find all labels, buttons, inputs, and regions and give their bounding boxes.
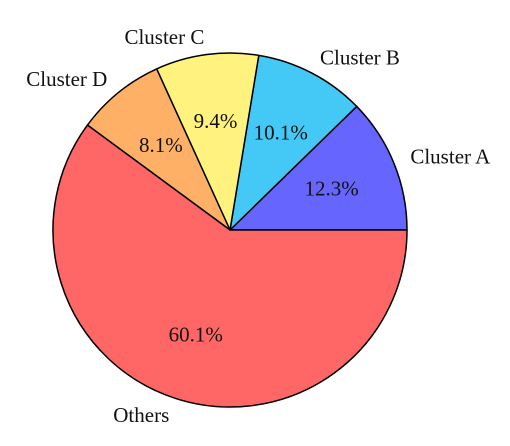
- pie-slice-cluster-d: [86, 68, 231, 231]
- pie-value-label: 10.1%: [254, 121, 308, 145]
- pie-category-label: Cluster A: [410, 145, 491, 169]
- pie-slice-others: [52, 124, 408, 408]
- pie-value-label: 9.4%: [194, 109, 238, 133]
- pie-category-label: Others: [113, 403, 169, 427]
- pie-value-label: 12.3%: [305, 177, 359, 201]
- pie-category-label: Cluster B: [320, 45, 400, 69]
- pie-slice-cluster-b: [229, 54, 358, 231]
- pie-value-label: 8.1%: [139, 133, 183, 157]
- pie-value-label: 60.1%: [169, 322, 223, 346]
- pie-category-label: Cluster C: [124, 25, 204, 49]
- pie-slices: [52, 52, 408, 408]
- pie-labels: 12.3% Cluster A 10.1% Cluster B 9.4% Cluster …: [26, 25, 491, 427]
- pie-category-label: Cluster D: [26, 67, 107, 91]
- pie-slice-cluster-c: [155, 52, 260, 231]
- pie-slice-cluster-a: [229, 105, 408, 231]
